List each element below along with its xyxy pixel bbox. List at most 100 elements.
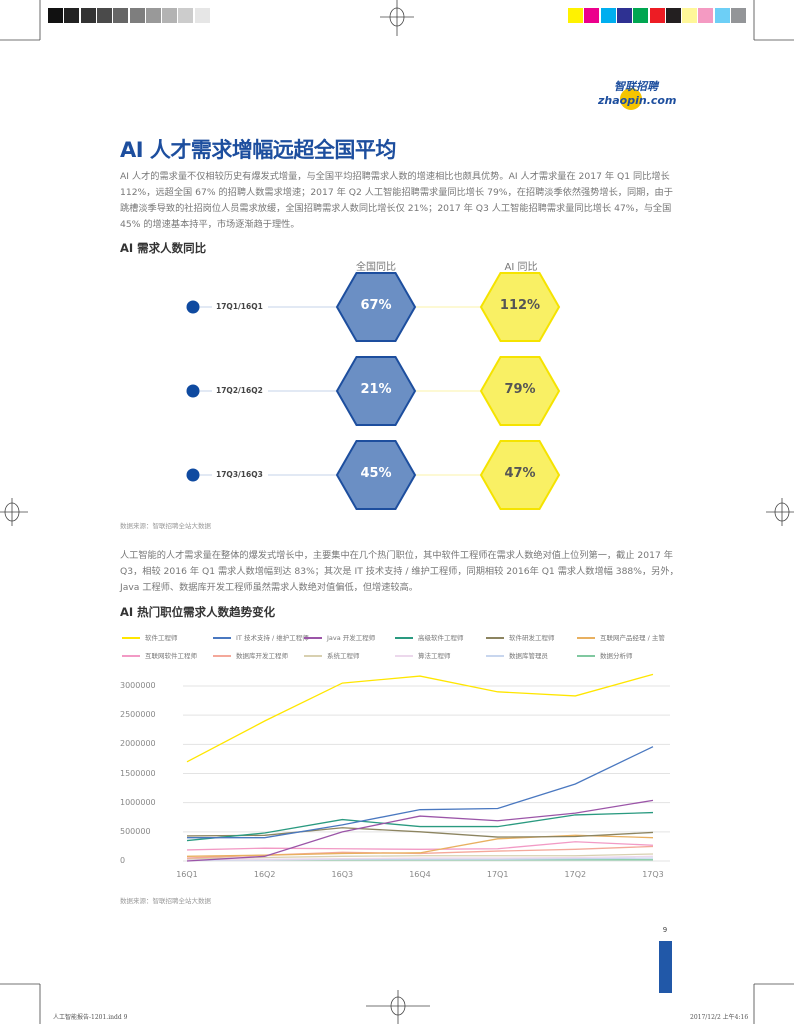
body-paragraph-2: 人工智能的人才需求量在整体的爆发式增长中，主要集中在几个热门职位，其中软件工程师… bbox=[120, 550, 679, 593]
legend-swatch bbox=[486, 636, 504, 640]
legend-label: Java 开发工程师 bbox=[327, 634, 376, 642]
legend-swatch bbox=[577, 654, 595, 658]
legend-label: 数据分析师 bbox=[600, 652, 633, 660]
y-tick-label: 1000000 bbox=[120, 797, 156, 807]
legend-swatch bbox=[304, 654, 322, 658]
legend-label: 高级软件工程师 bbox=[418, 634, 464, 642]
legend-swatch bbox=[213, 654, 231, 658]
period-label: 17Q1/16Q1 bbox=[216, 302, 263, 311]
national-value: 21% bbox=[360, 382, 392, 397]
color-swatch bbox=[568, 8, 583, 23]
label-bg bbox=[212, 385, 268, 397]
series-line bbox=[187, 746, 654, 839]
legend-item: 算法工程师 bbox=[395, 650, 451, 660]
color-swatch bbox=[714, 8, 730, 23]
legend-label: 算法工程师 bbox=[418, 652, 451, 660]
color-swatch bbox=[162, 8, 178, 23]
color-swatch bbox=[129, 8, 145, 23]
color-swatch bbox=[649, 8, 665, 23]
footer-file-name: 人工智能报告-1201.indd 9 bbox=[53, 1014, 128, 1021]
series-line bbox=[186, 673, 654, 763]
legend-item: 软件工程师 bbox=[122, 632, 178, 642]
footer-timestamp: 2017/12/2 上午4:16 bbox=[690, 1014, 749, 1021]
row-dot bbox=[186, 300, 200, 314]
x-tick-label: 17Q1 bbox=[486, 870, 509, 879]
col-ai-label: AI 同比 bbox=[504, 262, 538, 273]
color-swatch bbox=[616, 8, 632, 23]
x-tick-label: 16Q2 bbox=[253, 870, 276, 879]
national-hexagon bbox=[335, 440, 417, 510]
series-line bbox=[186, 855, 654, 861]
x-tick-label: 17Q3 bbox=[642, 870, 664, 879]
ai-hexagon bbox=[479, 356, 561, 426]
legend-item: Java 开发工程师 bbox=[304, 632, 375, 642]
legend-item: 系统工程师 bbox=[304, 650, 360, 660]
ai-value: 47% bbox=[504, 466, 536, 481]
color-swatch bbox=[178, 8, 194, 23]
row-dot bbox=[186, 384, 200, 398]
legend-label: IT 技术支持 / 维护工程师 bbox=[236, 634, 309, 642]
y-tick-label: 2000000 bbox=[120, 739, 156, 749]
color-swatch bbox=[80, 8, 96, 23]
color-swatch bbox=[96, 8, 112, 23]
legend-item: 数据库管理员 bbox=[486, 650, 548, 660]
legend-label: 数据库开发工程师 bbox=[236, 652, 288, 660]
y-tick-label: 1500000 bbox=[120, 768, 156, 778]
page-title: AI 人才需求增幅远超全国平均 bbox=[120, 138, 396, 162]
legend-swatch bbox=[395, 636, 413, 640]
legend-swatch bbox=[213, 636, 231, 640]
ai-hexagon bbox=[479, 440, 561, 510]
national-value: 67% bbox=[360, 298, 392, 313]
x-tick-label: 16Q1 bbox=[176, 870, 198, 879]
legend-item: 软件研发工程师 bbox=[486, 632, 555, 642]
national-hexagon bbox=[335, 356, 417, 426]
logo-cn: 智联招聘 bbox=[614, 80, 658, 93]
logo-en: zhaopin.com bbox=[598, 94, 677, 107]
y-tick-label: 0 bbox=[120, 856, 126, 865]
legend-label: 软件研发工程师 bbox=[509, 634, 555, 642]
y-tick-label: 3000000 bbox=[120, 681, 156, 690]
legend-item: 互联网产品经理 / 主管 bbox=[577, 632, 665, 642]
series-line bbox=[186, 811, 654, 842]
legend-label: 互联网产品经理 / 主管 bbox=[600, 634, 665, 642]
zhaopin-logo: 智联招聘 zhaopin.com bbox=[598, 78, 677, 110]
legend-item: 互联网软件工程师 bbox=[122, 650, 197, 660]
legend-item: 数据库开发工程师 bbox=[213, 650, 288, 660]
section1-heading: AI 需求人数同比 bbox=[120, 241, 207, 255]
legend-label: 互联网软件工程师 bbox=[145, 652, 197, 660]
period-label: 17Q3/16Q3 bbox=[216, 470, 263, 479]
legend-swatch bbox=[395, 654, 413, 658]
series-line bbox=[186, 799, 654, 862]
series-line bbox=[186, 841, 654, 851]
color-swatch bbox=[600, 8, 616, 23]
legend-swatch bbox=[577, 636, 595, 640]
color-swatch bbox=[584, 8, 600, 23]
color-swatch bbox=[145, 8, 161, 23]
legend-label: 数据库管理员 bbox=[509, 652, 548, 660]
legend-swatch bbox=[122, 636, 140, 640]
color-swatch bbox=[194, 8, 210, 23]
color-swatch bbox=[48, 8, 63, 23]
x-tick-label: 17Q2 bbox=[564, 870, 587, 879]
ai-hexagon bbox=[479, 272, 561, 342]
section2-source: 数据来源：智联招聘全站大数据 bbox=[120, 897, 211, 905]
color-swatch bbox=[682, 8, 698, 23]
ai-value: 112% bbox=[499, 298, 541, 313]
ai-value: 79% bbox=[504, 382, 536, 397]
color-swatch bbox=[64, 8, 80, 23]
x-tick-label: 16Q3 bbox=[331, 870, 354, 879]
color-swatch bbox=[731, 8, 746, 23]
color-swatch bbox=[698, 8, 714, 23]
section1-source: 数据来源：智联招聘全站大数据 bbox=[120, 522, 211, 530]
color-swatch bbox=[665, 8, 681, 23]
y-tick-label: 500000 bbox=[120, 826, 151, 836]
row-dot bbox=[186, 468, 200, 482]
period-label: 17Q2/16Q2 bbox=[216, 386, 263, 395]
legend-label: 系统工程师 bbox=[327, 652, 360, 660]
national-value: 45% bbox=[360, 466, 392, 481]
color-swatch bbox=[633, 8, 649, 23]
series-line bbox=[186, 853, 654, 860]
